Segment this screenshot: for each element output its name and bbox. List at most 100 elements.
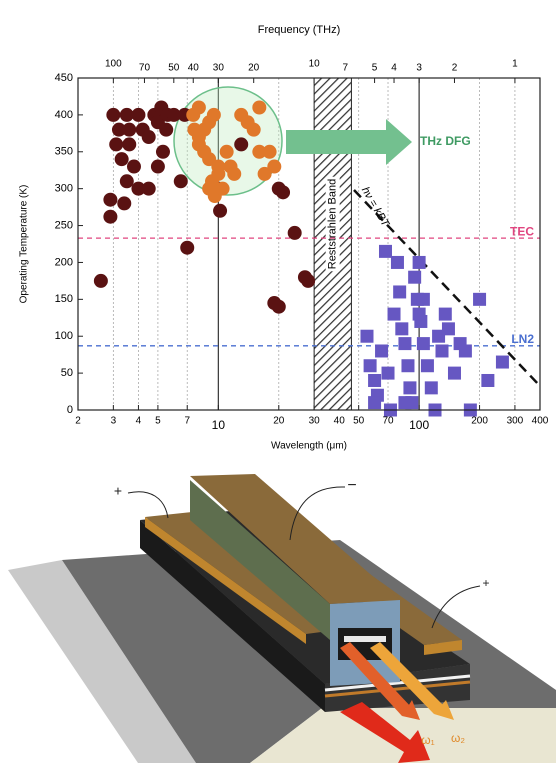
page: {"chart_data": { "type": "scatter", "x_l… bbox=[0, 0, 556, 763]
diagram-label: + bbox=[482, 576, 489, 590]
point bbox=[207, 108, 221, 122]
point bbox=[159, 123, 173, 137]
point bbox=[117, 196, 131, 210]
y-tick-label: 350 bbox=[55, 146, 73, 158]
x-tick-label: 7 bbox=[184, 416, 190, 427]
x-tick-label: 50 bbox=[353, 416, 365, 427]
y-tick-label: 400 bbox=[55, 109, 73, 121]
point bbox=[227, 167, 241, 181]
point bbox=[398, 337, 411, 350]
point bbox=[368, 374, 381, 387]
point bbox=[425, 381, 438, 394]
point bbox=[192, 101, 206, 115]
point bbox=[276, 185, 290, 199]
point bbox=[398, 396, 411, 409]
point bbox=[375, 344, 388, 357]
point bbox=[120, 174, 134, 188]
x-tick-label: 20 bbox=[273, 416, 285, 427]
point bbox=[382, 367, 395, 380]
figure: +−+ω₁ω₂ 05010015020025030035040045023457… bbox=[0, 0, 556, 763]
point bbox=[448, 367, 461, 380]
point bbox=[94, 274, 108, 288]
point bbox=[187, 123, 201, 137]
x2-tick-label: 3 bbox=[416, 63, 422, 74]
point bbox=[391, 256, 404, 269]
point bbox=[388, 308, 401, 321]
x-tick-label: 30 bbox=[309, 416, 321, 427]
point bbox=[156, 145, 170, 159]
x-tick-label: 70 bbox=[382, 416, 394, 427]
point bbox=[442, 322, 455, 335]
point bbox=[122, 123, 136, 137]
point bbox=[395, 322, 408, 335]
x-tick-label: 4 bbox=[136, 416, 142, 427]
plot: 0501001502002503003504004502345710203040… bbox=[19, 24, 549, 452]
x-axis-label: Wavelength (μm) bbox=[271, 441, 347, 452]
x2-tick-label: 30 bbox=[213, 63, 225, 74]
point bbox=[435, 344, 448, 357]
x-tick-label: 300 bbox=[507, 416, 524, 427]
x-tick-label: 5 bbox=[155, 416, 161, 427]
band-label: Reststrahlen Band bbox=[327, 179, 339, 270]
diagram-label: ω₁ bbox=[421, 733, 434, 747]
x-tick-label: 3 bbox=[111, 416, 117, 427]
point bbox=[368, 396, 381, 409]
threshold-label: LN2 bbox=[511, 332, 534, 346]
diagram-label: + bbox=[114, 483, 122, 499]
point bbox=[401, 359, 414, 372]
x2-tick-label: 7 bbox=[342, 63, 348, 74]
point bbox=[481, 374, 494, 387]
point bbox=[142, 130, 156, 144]
x2-tick-label: 10 bbox=[309, 59, 321, 70]
point bbox=[106, 108, 120, 122]
x-tick-label: 400 bbox=[532, 416, 549, 427]
point bbox=[122, 137, 136, 151]
point bbox=[174, 174, 188, 188]
x2-tick-label: 100 bbox=[105, 59, 122, 70]
point bbox=[151, 160, 165, 174]
diagram-label: − bbox=[347, 477, 356, 494]
x2-tick-label: 40 bbox=[188, 63, 200, 74]
x2-tick-label: 5 bbox=[372, 63, 378, 74]
point bbox=[421, 359, 434, 372]
point bbox=[202, 182, 216, 196]
x2-axis-label: Frequency (THz) bbox=[258, 24, 341, 36]
y-tick-label: 450 bbox=[55, 72, 73, 84]
x-tick-label: 10 bbox=[212, 418, 226, 432]
point bbox=[103, 193, 117, 207]
y-tick-label: 250 bbox=[55, 219, 73, 231]
x2-tick-label: 50 bbox=[168, 63, 180, 74]
x2-tick-label: 4 bbox=[391, 63, 397, 74]
point bbox=[413, 308, 426, 321]
point bbox=[364, 359, 377, 372]
point bbox=[496, 356, 509, 369]
x-tick-label: 100 bbox=[409, 418, 429, 432]
y-tick-label: 300 bbox=[55, 183, 73, 195]
point bbox=[393, 285, 406, 298]
point bbox=[127, 160, 141, 174]
active-layer bbox=[344, 636, 386, 642]
point bbox=[213, 204, 227, 218]
point bbox=[247, 123, 261, 137]
point bbox=[142, 182, 156, 196]
point bbox=[211, 160, 225, 174]
point bbox=[473, 293, 486, 306]
point bbox=[109, 137, 123, 151]
point bbox=[252, 101, 266, 115]
dfg-label: THz DFG bbox=[420, 134, 471, 148]
y-tick-label: 0 bbox=[67, 404, 73, 416]
wire bbox=[128, 492, 168, 518]
x-tick-label: 40 bbox=[334, 416, 346, 427]
x-tick-label: 200 bbox=[471, 416, 488, 427]
y-tick-label: 150 bbox=[55, 293, 73, 305]
point bbox=[439, 308, 452, 321]
point bbox=[417, 293, 430, 306]
point bbox=[272, 300, 286, 314]
x2-tick-label: 2 bbox=[452, 63, 458, 74]
y-tick-label: 100 bbox=[55, 330, 73, 342]
point bbox=[180, 241, 194, 255]
y-tick-label: 50 bbox=[61, 367, 73, 379]
point bbox=[301, 274, 315, 288]
point bbox=[459, 344, 472, 357]
